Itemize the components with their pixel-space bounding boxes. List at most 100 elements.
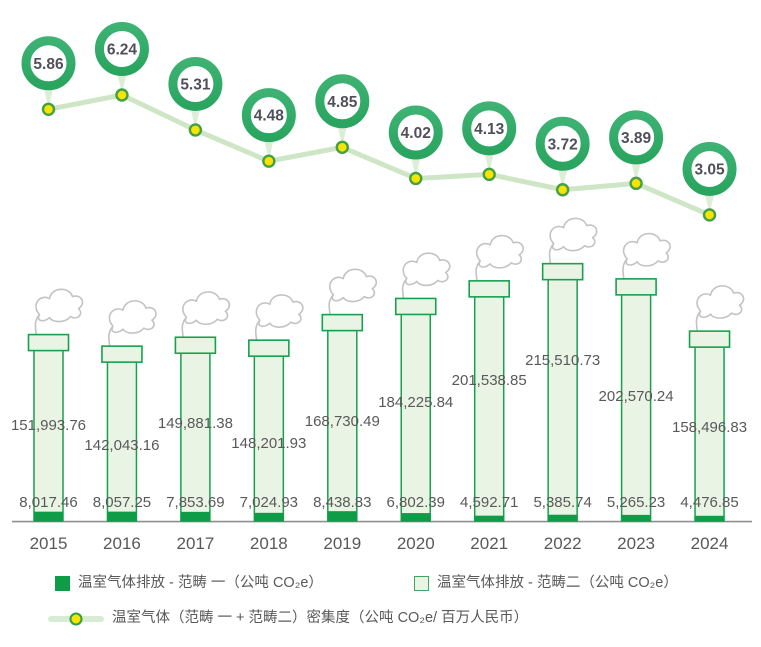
bar-scope1-segment: [621, 514, 651, 521]
intensity-badge-value: 3.72: [548, 136, 578, 153]
bar-scope2-shaft: [694, 345, 725, 522]
combo-chart-canvas: 151,993.76 8,017.46 2015 142,043.16 8,057.25…: [11, 22, 752, 553]
legend-label-scope2: 温室气体排放 - 范畴二（公吨 CO₂e）: [437, 575, 678, 591]
year-label: 2018: [250, 534, 288, 553]
intensity-badge: [21, 36, 76, 91]
intensity-badge-value: 4.48: [254, 108, 285, 125]
scope2-value-label: 184,225.84: [378, 394, 453, 411]
scope1-value-label: 7,024.93: [240, 494, 298, 511]
bar-chimney-cap: [321, 313, 364, 332]
intensity-badge: [241, 88, 296, 143]
intensity-marker: [555, 183, 570, 197]
year-label: 2020: [397, 534, 435, 553]
intensity-badge-value: 3.89: [621, 130, 652, 147]
intensity-line-swatch-icon: [48, 612, 104, 626]
intensity-badge: [168, 56, 223, 111]
smoke-cloud-icon: [475, 234, 524, 284]
intensity-badge: [535, 116, 590, 171]
intensity-marker: [41, 102, 56, 116]
scope2-value-label: 151,993.76: [11, 417, 86, 434]
intensity-marker: [629, 176, 643, 191]
intensity-badge-value: 3.05: [694, 161, 725, 178]
scope2-value-label: 148,201.93: [231, 435, 306, 452]
smoke-cloud-icon: [401, 252, 451, 302]
smoke-cloud-icon: [254, 294, 304, 343]
bar-chimney-cap: [174, 336, 217, 355]
intensity-badge: [462, 101, 517, 156]
intensity-marker: [409, 171, 423, 186]
bar-chimney-cap: [101, 345, 143, 363]
intensity-badge-value: 4.13: [474, 121, 505, 138]
intensity-badge-value: 5.31: [180, 76, 211, 93]
intensity-badge-value: 6.24: [107, 42, 138, 59]
year-label: 2016: [103, 534, 141, 553]
bar-scope1-segment: [548, 514, 578, 521]
bar-chimney-cap: [394, 297, 437, 316]
year-label: 2023: [617, 534, 655, 553]
scope1-value-label: 4,592.71: [460, 494, 518, 511]
bar-chimney-cap: [541, 262, 584, 281]
bar-chimney-cap: [615, 278, 657, 296]
scope1-value-label: 8,438.83: [313, 494, 371, 511]
smoke-cloud-icon: [181, 291, 231, 341]
legend-item-scope2: 温室气体排放 - 范畴二（公吨 CO₂e）: [414, 575, 678, 592]
intensity-badge: [609, 110, 664, 165]
intensity-marker: [115, 88, 129, 102]
chart-legend: 温室气体排放 - 范畴 一（公吨 CO₂e） 温室气体排放 - 范畴二（公吨 C…: [0, 560, 761, 647]
scope2-value-label: 215,510.73: [525, 352, 600, 369]
intensity-badge: [388, 105, 443, 160]
bar-scope2-shaft: [620, 293, 652, 522]
smoke-cloud-icon: [108, 300, 157, 349]
bar-chimney-cap: [248, 339, 290, 357]
intensity-marker: [188, 123, 203, 137]
scope1-value-label: 5,265.23: [607, 494, 665, 511]
scope2-value-label: 158,496.83: [672, 419, 747, 436]
year-label: 2015: [30, 534, 68, 553]
bar-scope1-segment: [34, 511, 63, 521]
intensity-badge-value: 5.86: [33, 56, 64, 73]
scope2-value-label: 168,730.49: [305, 413, 380, 430]
intensity-badge: [94, 22, 149, 76]
intensity-marker-icon: [69, 612, 83, 626]
legend-label-scope1: 温室气体排放 - 范畴 一（公吨 CO₂e）: [78, 575, 323, 591]
bar-scope1-segment: [254, 512, 284, 521]
intensity-line: [46, 92, 713, 218]
bar-scope1-segment: [180, 511, 210, 521]
legend-item-scope1: 温室气体排放 - 范畴 一（公吨 CO₂e）: [55, 575, 323, 592]
intensity-badge-value: 4.02: [401, 125, 431, 142]
intensity-marker: [482, 167, 496, 182]
bar-scope1-segment: [107, 511, 137, 521]
bar-scope2-shaft: [547, 277, 578, 522]
legend-item-intensity: 温室气体（范畴 一 + 范畴二）密集度（公吨 CO₂e/ 百万人民币）: [48, 610, 528, 627]
smoke-cloud-icon: [695, 285, 745, 334]
smoke-cloud-icon: [622, 232, 671, 282]
scope1-value-label: 5,385.74: [533, 494, 591, 511]
intensity-marker: [702, 208, 717, 222]
intensity-badge-value: 4.85: [327, 94, 358, 111]
smoke-cloud-icon: [328, 268, 378, 318]
year-label: 2024: [691, 534, 729, 553]
year-label: 2017: [176, 534, 214, 553]
bar-scope1-segment: [474, 515, 504, 521]
intensity-badge: [315, 74, 370, 129]
intensity-badge: [682, 141, 737, 196]
scope1-value-label: 8,017.46: [19, 494, 77, 511]
bar-scope1-segment: [401, 513, 431, 521]
scope1-swatch-icon: [55, 576, 70, 592]
bar-scope1-segment: [695, 515, 725, 521]
bar-scope2-shaft: [327, 328, 358, 522]
intensity-marker: [262, 154, 276, 168]
scope1-value-label: 8,057.25: [93, 494, 151, 511]
bar-scope2-shaft: [473, 295, 505, 522]
bar-scope1-segment: [327, 511, 357, 521]
year-label: 2019: [323, 534, 361, 553]
smoke-cloud-icon: [34, 288, 84, 338]
smoke-cloud-icon: [548, 217, 598, 267]
scope1-value-label: 7,853.69: [166, 494, 224, 511]
scope1-value-label: 6,802.39: [387, 494, 445, 511]
scope2-swatch-icon: [414, 576, 429, 592]
legend-label-intensity: 温室气体（范畴 一 + 范畴二）密集度（公吨 CO₂e/ 百万人民币）: [112, 610, 529, 626]
scope2-value-label: 149,881.38: [158, 415, 233, 432]
bar-chimney-cap: [468, 280, 511, 298]
